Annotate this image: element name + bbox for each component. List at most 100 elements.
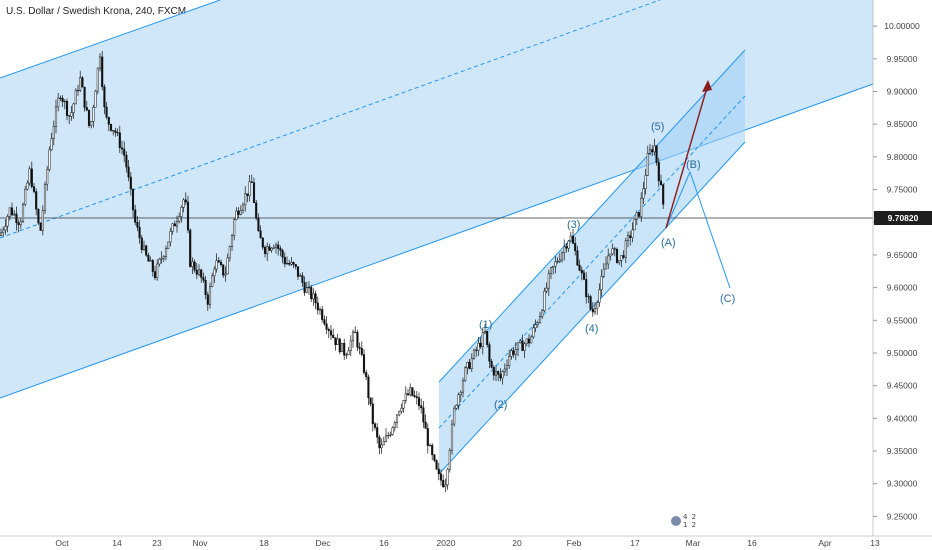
- candle-body: [175, 221, 179, 227]
- candle-body: [376, 427, 379, 438]
- candle-body: [523, 343, 526, 351]
- rising-channel-upper-line[interactable]: [438, 49, 746, 383]
- candle-body: [644, 175, 647, 189]
- candle-body: [334, 337, 337, 345]
- candle-body: [453, 408, 456, 425]
- candle-body: [125, 155, 128, 168]
- price-tick-label: 9.35000: [887, 446, 918, 456]
- badge-numbers: 4 2 1 2: [683, 513, 698, 529]
- candle-body: [567, 240, 570, 249]
- time-tick-label: 23: [152, 538, 162, 548]
- candle-body: [400, 407, 403, 412]
- candle-body: [4, 225, 7, 231]
- candle-body: [415, 396, 418, 398]
- candle-body: [107, 116, 110, 125]
- candle-body: [323, 319, 326, 325]
- rising-channel-median-line[interactable]: [438, 95, 746, 429]
- price-tick-label: 9.80000: [887, 152, 918, 162]
- candle-body: [299, 275, 302, 277]
- candle-body: [180, 207, 183, 218]
- candle-body: [197, 269, 201, 275]
- candle-body: [109, 124, 113, 131]
- candle-body: [536, 322, 539, 325]
- rising-channel-lower-line[interactable]: [438, 141, 746, 475]
- candle-body: [296, 266, 300, 277]
- candle-body: [292, 262, 295, 265]
- candle-body: [611, 248, 614, 255]
- candle-body: [164, 248, 168, 257]
- candle-body: [387, 435, 390, 437]
- candle-body: [461, 380, 465, 393]
- time-tick-label: Apr: [818, 538, 831, 548]
- candle-body: [193, 261, 196, 271]
- candle-body: [470, 358, 473, 369]
- candle-body: [167, 241, 170, 249]
- candle-body: [241, 204, 245, 211]
- candle-body: [488, 344, 491, 362]
- candle-body: [371, 403, 374, 425]
- candle-body: [565, 246, 568, 249]
- candle-body: [219, 261, 223, 265]
- candle-body: [101, 56, 104, 88]
- candle-body: [173, 223, 176, 227]
- candle-body: [389, 434, 392, 436]
- price-axis: 10.00000 9.95000 9.90000 9.85000 9.80000 9.75…: [873, 21, 920, 521]
- candle-body: [598, 289, 601, 303]
- candle-body: [171, 223, 174, 232]
- candle-body: [615, 248, 619, 263]
- candle-body: [477, 342, 480, 351]
- candle-body: [351, 331, 355, 342]
- candle-body: [459, 391, 462, 395]
- candle-body: [648, 149, 652, 154]
- candle-body: [618, 260, 621, 263]
- time-axis-panel[interactable]: [0, 536, 932, 550]
- candle-body: [266, 246, 269, 254]
- candle-body: [593, 307, 597, 313]
- candle-body: [360, 348, 363, 355]
- candle-body: [6, 216, 9, 227]
- candle-body: [490, 360, 493, 368]
- candle-body: [277, 244, 280, 249]
- price-axis-panel[interactable]: [873, 0, 932, 536]
- candle-body: [200, 269, 203, 278]
- candle-body: [646, 152, 649, 176]
- candle-body: [527, 338, 531, 344]
- candle-body: [420, 405, 423, 409]
- candle-body: [349, 340, 352, 351]
- candle-body: [46, 169, 49, 185]
- candle-body: [314, 293, 317, 304]
- major-channel-median-line[interactable]: [0, 0, 661, 239]
- candle-body: [406, 393, 410, 396]
- candle-body: [448, 450, 451, 470]
- projection-arrow-line[interactable]: [665, 83, 709, 229]
- major-channel-upper-line[interactable]: [0, 0, 221, 79]
- candle-body: [226, 257, 229, 275]
- candle-body: [191, 261, 194, 267]
- candle-body: [543, 290, 546, 311]
- candle-body: [186, 201, 190, 231]
- candle-body: [19, 221, 22, 226]
- candle-body: [624, 240, 627, 258]
- candle-body: [90, 121, 93, 126]
- candle-body: [112, 130, 115, 132]
- candle-body: [136, 222, 139, 228]
- candle-body: [285, 262, 289, 265]
- projection-abc-line[interactable]: [665, 170, 731, 289]
- candle-body: [288, 262, 291, 265]
- candle-body: [279, 248, 282, 251]
- candle-body: [63, 101, 66, 103]
- candle-body: [503, 368, 506, 372]
- candle-body: [145, 245, 148, 256]
- candle-body: [521, 340, 524, 351]
- candle-body: [514, 349, 517, 355]
- candle-body: [439, 473, 443, 481]
- candle-body: [259, 230, 262, 239]
- candle-body: [255, 202, 258, 219]
- candle-body: [354, 331, 357, 333]
- price-tick-label: 9.75000: [887, 185, 918, 195]
- candle-body: [391, 427, 394, 435]
- candle-body: [481, 332, 484, 347]
- candle-body: [367, 376, 370, 399]
- wave-label-4: (4): [585, 323, 598, 335]
